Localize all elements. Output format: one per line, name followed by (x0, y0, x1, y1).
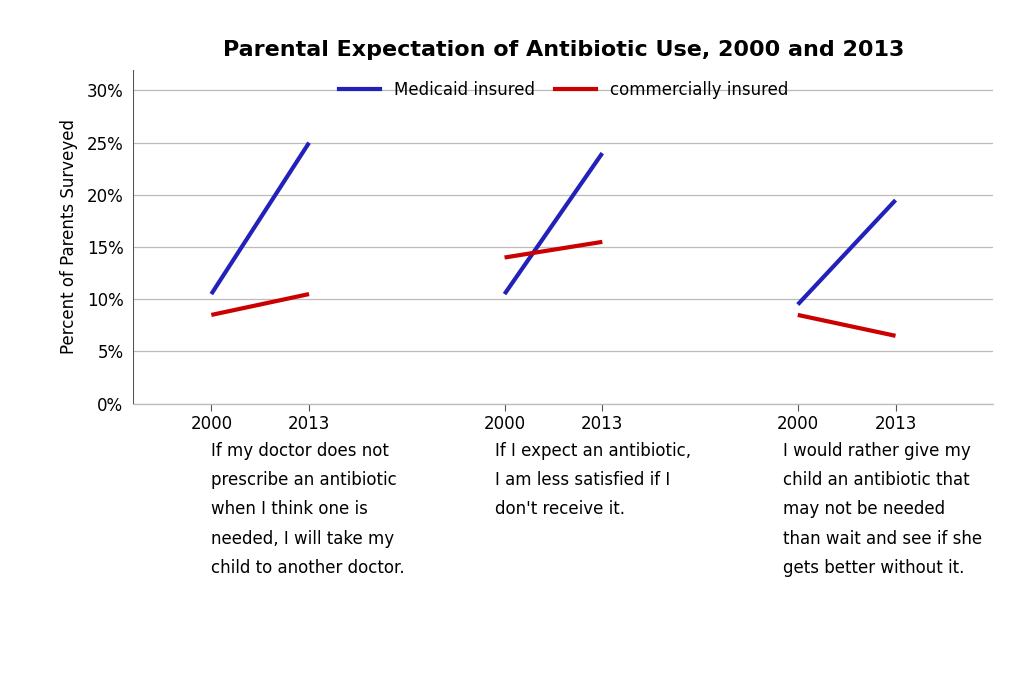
Text: If I expect an antibiotic,: If I expect an antibiotic, (495, 442, 691, 460)
Text: If my doctor does not: If my doctor does not (211, 442, 389, 460)
Text: prescribe an antibiotic: prescribe an antibiotic (211, 471, 397, 489)
Line: Medicaid insured: Medicaid insured (211, 143, 309, 294)
commercially insured (205, 310, 217, 319)
Title: Parental Expectation of Antibiotic Use, 2000 and 2013: Parental Expectation of Antibiotic Use, … (222, 40, 904, 60)
Text: needed, I will take my: needed, I will take my (211, 530, 394, 548)
Text: I would rather give my: I would rather give my (783, 442, 971, 460)
Text: may not be needed: may not be needed (783, 500, 945, 519)
Line: commercially insured: commercially insured (211, 294, 309, 315)
Text: than wait and see if she: than wait and see if she (783, 530, 982, 548)
Medicaid insured (303, 139, 315, 147)
Text: child an antibiotic that: child an antibiotic that (783, 471, 970, 489)
commercially insured (303, 290, 315, 298)
Text: child to another doctor.: child to another doctor. (211, 559, 404, 577)
Text: gets better without it.: gets better without it. (783, 559, 965, 577)
Medicaid insured (205, 290, 217, 298)
Text: when I think one is: when I think one is (211, 500, 369, 519)
Text: I am less satisfied if I: I am less satisfied if I (495, 471, 670, 489)
Text: don't receive it.: don't receive it. (495, 500, 625, 519)
Y-axis label: Percent of Parents Surveyed: Percent of Parents Surveyed (60, 119, 78, 354)
Legend: Medicaid insured, commercially insured: Medicaid insured, commercially insured (332, 74, 795, 106)
